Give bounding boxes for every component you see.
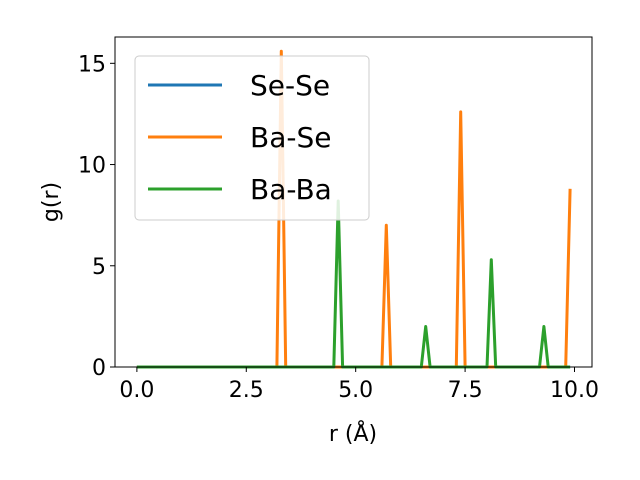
- y-tick-label: 10: [78, 154, 106, 179]
- y-tick-label: 5: [92, 255, 106, 280]
- x-tick-label: 10.0: [550, 378, 599, 403]
- plot-frame: [114, 36, 593, 368]
- legend-label-se-se: Se-Se: [250, 69, 330, 102]
- x-tick-label: 2.5: [229, 378, 264, 403]
- legend-label-ba-ba: Ba-Ba: [250, 173, 332, 206]
- y-tick-label: 0: [92, 356, 106, 381]
- y-axis-ticks: 0 5 10 15: [78, 52, 115, 381]
- series-line-ba-ba: [136, 199, 571, 369]
- x-tick-label: 0.0: [119, 378, 154, 403]
- legend-box: [134, 55, 370, 221]
- x-axis-ticks: 0.0 2.5 5.0 7.5 10.0: [119, 367, 599, 403]
- x-tick-label: 7.5: [448, 378, 483, 403]
- legend: Se-Se Ba-Se Ba-Ba: [134, 55, 370, 221]
- x-tick-label: 5.0: [338, 378, 373, 403]
- y-axis-label: g(r): [39, 182, 64, 222]
- y-tick-label: 15: [78, 52, 106, 77]
- legend-label-ba-se: Ba-Se: [250, 121, 331, 154]
- x-axis-label: r (Å): [329, 420, 377, 447]
